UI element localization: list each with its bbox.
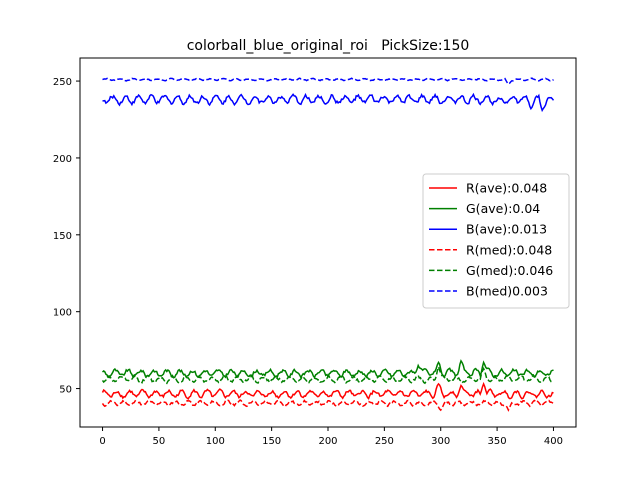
x-tick-label: 50 — [153, 436, 166, 447]
x-axis: 0 50 100 150 200 250 300 350 400 — [99, 427, 563, 447]
x-tick-label: 200 — [318, 436, 337, 447]
plot-area — [101, 77, 555, 412]
series-line — [101, 399, 554, 412]
y-axis: 50 100 150 200 250 — [53, 77, 80, 396]
legend-label: R(ave):0.048 — [466, 181, 547, 196]
y-tick-label: 250 — [53, 77, 72, 88]
x-tick-label: 350 — [488, 436, 507, 447]
y-tick-label: 100 — [53, 308, 72, 319]
chart-title: colorball_blue_original_roi PickSize:150 — [187, 38, 470, 54]
x-tick-label: 250 — [375, 436, 394, 447]
legend-label: G(ave):0.04 — [466, 201, 540, 216]
legend-label: B(ave):0.013 — [466, 222, 547, 237]
legend-label: R(med):0.048 — [466, 242, 552, 257]
series-line — [102, 77, 554, 86]
legend-box — [422, 173, 570, 309]
y-tick-label: 50 — [59, 385, 72, 396]
x-tick-label: 150 — [262, 436, 281, 447]
x-tick-label: 300 — [431, 436, 450, 447]
y-tick-label: 150 — [53, 231, 72, 242]
y-tick-label: 200 — [53, 154, 72, 165]
legend: R(ave):0.048 G(ave):0.04 B(ave):0.013 R(med… — [422, 173, 570, 309]
x-tick-label: 400 — [544, 436, 563, 447]
x-tick-label: 0 — [99, 436, 105, 447]
series-line — [101, 381, 554, 401]
series-line — [101, 364, 554, 385]
legend-label: G(med):0.046 — [466, 263, 553, 278]
x-tick-label: 100 — [206, 436, 225, 447]
legend-label: B(med)0.003 — [466, 284, 548, 299]
series-line — [102, 92, 555, 113]
